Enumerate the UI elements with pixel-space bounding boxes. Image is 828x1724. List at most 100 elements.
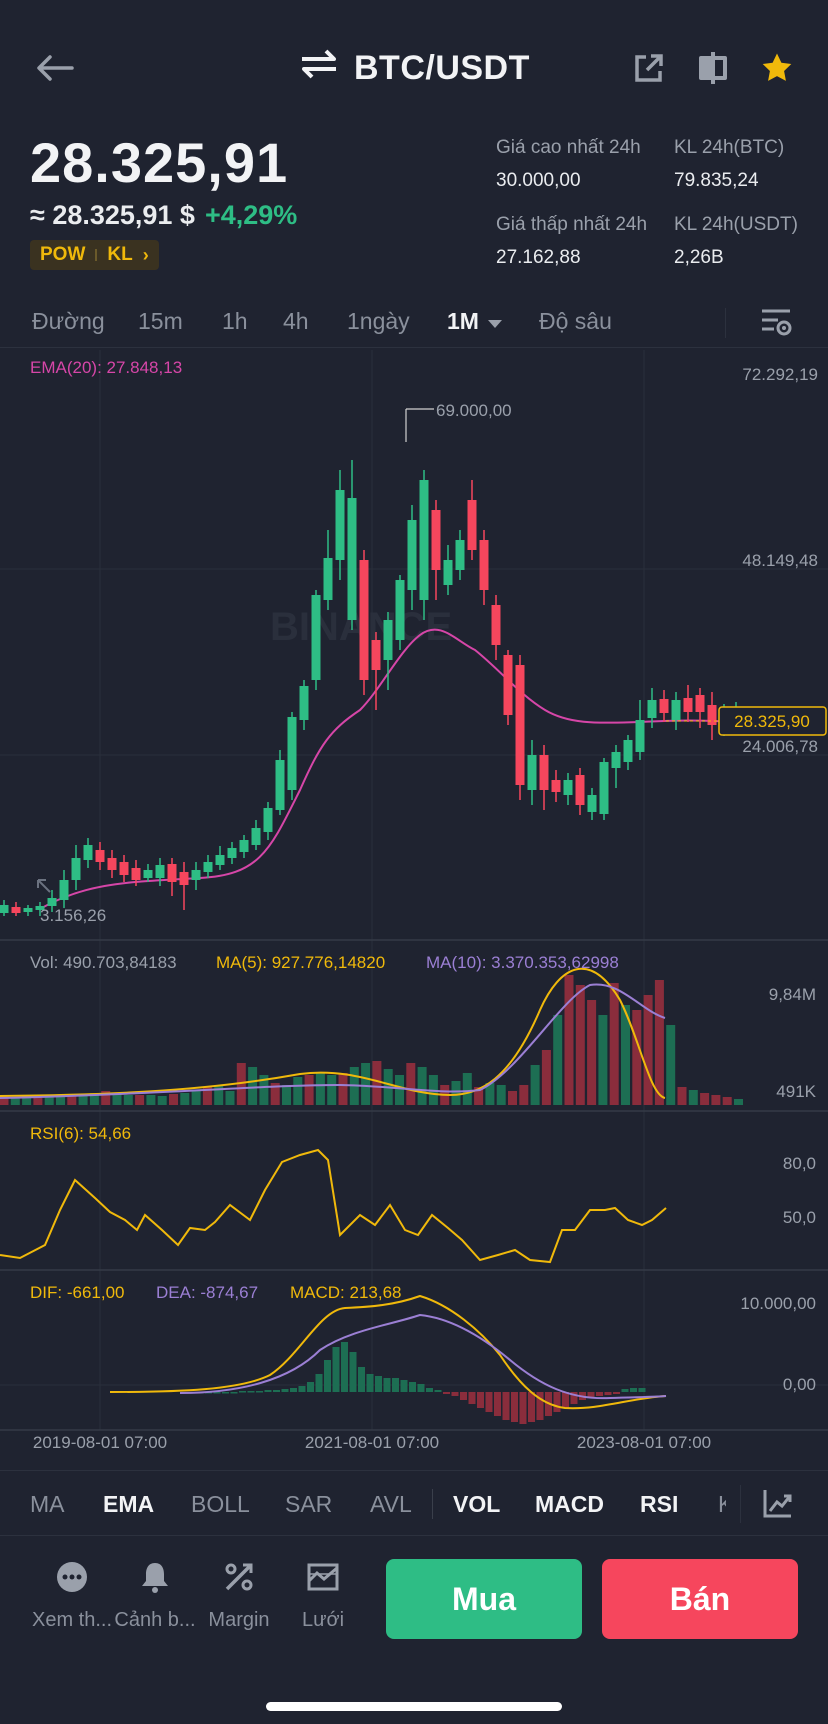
tab-1day[interactable]: 1ngày [347,308,410,334]
divider [725,308,726,338]
volume-bar [654,980,664,1105]
kline-chart[interactable]: BINANCE EMA(20): 27.848,13 72.292,19 48.… [0,350,828,1470]
indicator-boll[interactable]: BOLL [191,1491,250,1517]
grid-button[interactable]: Lưới [278,1560,368,1632]
chevron-right-icon: › [142,244,149,265]
volume-bar [485,1083,495,1105]
candle-body [683,698,693,712]
volume-bar [462,1073,472,1105]
volume-bar [666,1025,676,1105]
chart-settings-icon[interactable] [760,306,792,343]
share-icon[interactable] [625,44,673,92]
indicator-ema[interactable]: EMA [103,1491,155,1517]
volume-bar [609,983,619,1105]
macd-bar [375,1376,382,1392]
top-bar: BTC/USDT [0,0,828,130]
sell-button[interactable]: Bán [602,1559,798,1639]
tab-1h[interactable]: 1h [222,308,248,334]
macd-bar [519,1392,527,1424]
candle-body [155,865,165,878]
tab-4h[interactable]: 4h [283,308,309,334]
vol-axis-bottom: 491K [776,1082,816,1101]
volume-bar [722,1097,732,1105]
tab-depth[interactable]: Độ sâu [539,308,612,334]
alert-button[interactable]: Cảnh b... [110,1560,200,1632]
volume-bar [293,1077,303,1105]
volume-bar [282,1085,291,1105]
candle-body [587,795,597,812]
volume-bar [214,1085,224,1105]
volume-bar [496,1085,506,1105]
volume-bar [146,1095,156,1105]
macd-bar [570,1392,578,1404]
volume-bar [417,1067,427,1105]
volume-bar [711,1095,721,1105]
axis-low: 24.006,78 [742,737,818,756]
candle-body [551,780,561,792]
collapse-icon[interactable] [37,879,51,893]
volume-bar [406,1063,416,1105]
grid-label: Lưới [301,1609,345,1631]
macd-bar [502,1392,510,1420]
indicator-kdj[interactable]: K [718,1491,726,1517]
divider [740,1485,741,1523]
indicator-settings-icon[interactable] [762,1487,794,1524]
volume-bar [0,1095,9,1105]
divider [432,1489,433,1519]
candle-body [143,870,153,878]
pair-selector[interactable]: BTC/USDT [300,44,530,92]
macd-value-label: MACD: 213,68 [290,1283,402,1302]
high-marker-line [405,408,434,442]
high-24h-value: 30.000,00 [496,170,581,191]
candle-body [671,700,681,720]
indicator-sar[interactable]: SAR [285,1491,333,1517]
indicator-avl[interactable]: AVL [370,1491,412,1517]
volume-bar [270,1083,280,1105]
indicator-ma[interactable]: MA [30,1491,65,1517]
tab-line[interactable]: Đường [32,308,105,334]
indicator-vol[interactable]: VOL [453,1491,501,1517]
indicator-macd[interactable]: MACD [535,1491,604,1517]
timeframe-bar: Đường 15m 1h 4h 1ngày 1M Độ sâu [0,298,828,348]
candle-body [11,907,21,913]
layout-icon[interactable] [689,44,737,92]
candle-body [515,665,525,785]
macd-bar [451,1392,459,1396]
candle-body [47,898,57,906]
candle-body [71,858,81,880]
tab-15m[interactable]: 15m [138,308,183,334]
volume-bar [451,1081,461,1105]
volume-bar [553,1015,563,1105]
macd-dif-label: DIF: -661,00 [30,1283,125,1302]
candle-body [707,705,717,725]
candle-body [467,500,477,550]
low-24h-label: Giá thấp nhất 24h [496,214,648,235]
buy-button[interactable]: Mua [386,1559,582,1639]
candle-body [371,640,381,670]
star-icon[interactable] [753,44,801,92]
candle-body [263,808,273,832]
volume-bar [361,1063,371,1105]
volume-bar [236,1063,246,1105]
date-3: 2023-08-01 07:00 [577,1433,711,1452]
volume-bar [700,1093,710,1105]
tag-badges[interactable]: POW KL › [30,240,159,270]
volume-bar [315,1073,325,1105]
volume-bar [598,1015,608,1105]
candle-body [323,558,333,600]
more-button[interactable]: Xem th... [27,1560,117,1632]
volume-bar [372,1061,382,1105]
low-marker: 3.156,26 [40,906,106,925]
rsi-line [0,1148,667,1264]
tag-divider [95,249,98,261]
margin-icon [222,1560,256,1599]
caret-down-icon[interactable] [487,316,503,334]
margin-button[interactable]: Margin [194,1560,284,1632]
indicator-rsi[interactable]: RSI [640,1491,679,1517]
tab-1m[interactable]: 1M [447,308,479,334]
macd-bar [630,1388,637,1392]
back-arrow-icon[interactable] [30,44,78,92]
candle-body [647,700,657,718]
macd-bar [247,1391,255,1393]
macd-bar [230,1392,238,1394]
